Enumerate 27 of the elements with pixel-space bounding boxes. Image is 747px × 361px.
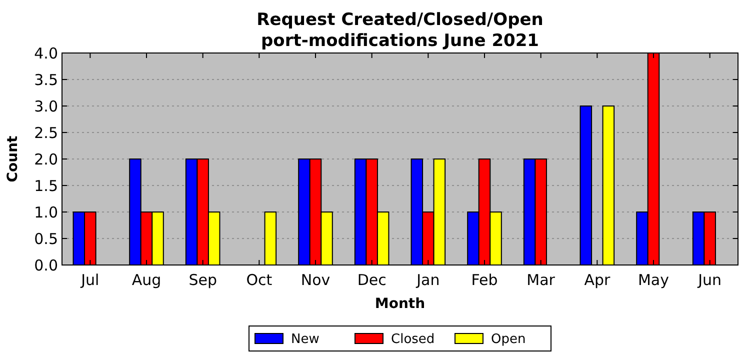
x-tick-label: Sep bbox=[188, 271, 217, 289]
chart-title: Request Created/Closed/Open port-modifications June 2021 bbox=[256, 10, 544, 51]
y-tick-label: 0.5 bbox=[34, 230, 58, 248]
x-tick-label: Jul bbox=[80, 271, 100, 289]
y-axis-title: Count bbox=[5, 135, 21, 182]
legend-label: Open bbox=[491, 332, 526, 348]
x-tick-label: May bbox=[638, 271, 670, 289]
x-axis-title: Month bbox=[374, 296, 426, 312]
x-tick-label: Jun bbox=[697, 271, 722, 289]
legend-label: New bbox=[291, 332, 320, 348]
y-tick-label: 2.0 bbox=[34, 150, 58, 168]
x-tick-label: Mar bbox=[526, 271, 556, 289]
y-tick-label: 3.0 bbox=[34, 97, 58, 116]
y-tick-label: 2.5 bbox=[34, 124, 58, 142]
y-tick-label: 1.5 bbox=[34, 176, 58, 195]
x-tick-label: Apr bbox=[584, 271, 611, 289]
x-tick-label: Feb bbox=[471, 271, 498, 289]
y-tick-label: 4.0 bbox=[34, 44, 58, 62]
x-tick-label: Aug bbox=[132, 271, 162, 289]
x-tick-label: Nov bbox=[300, 271, 330, 289]
legend-label: Closed bbox=[391, 332, 435, 348]
x-tick-label: Dec bbox=[357, 271, 386, 289]
y-tick-label: 0.0 bbox=[34, 256, 58, 274]
x-tick-label: Oct bbox=[246, 271, 272, 289]
y-tick-label: 3.5 bbox=[34, 70, 58, 89]
y-tick-label: 1.0 bbox=[34, 203, 58, 222]
x-tick-label: Jan bbox=[416, 271, 440, 289]
